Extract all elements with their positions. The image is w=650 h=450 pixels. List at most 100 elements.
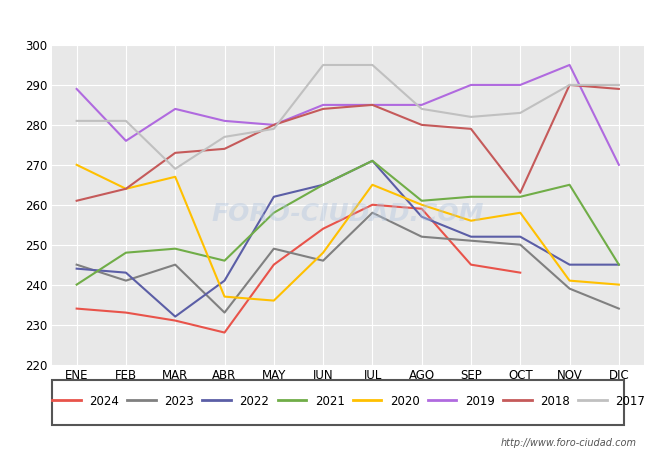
2020 bbox=[172, 174, 179, 180]
2019 bbox=[73, 86, 81, 92]
2022 bbox=[220, 278, 228, 284]
2017 bbox=[172, 166, 179, 171]
2023 bbox=[73, 262, 81, 267]
2018 bbox=[418, 122, 426, 128]
2023 bbox=[467, 238, 475, 243]
2023 bbox=[615, 306, 623, 311]
2018 bbox=[172, 150, 179, 156]
2020 bbox=[122, 186, 130, 192]
2017 bbox=[615, 82, 623, 88]
Text: Afiliados en Caminomorisco a 30/9/2024: Afiliados en Caminomorisco a 30/9/2024 bbox=[142, 11, 508, 29]
2021 bbox=[73, 282, 81, 288]
2018 bbox=[615, 86, 623, 92]
2018 bbox=[220, 146, 228, 152]
Text: FORO-CIUDAD.COM: FORO-CIUDAD.COM bbox=[211, 202, 484, 226]
2017 bbox=[319, 62, 327, 68]
Line: 2019: 2019 bbox=[77, 65, 619, 165]
2019 bbox=[270, 122, 278, 128]
Line: 2021: 2021 bbox=[77, 161, 619, 285]
2023 bbox=[122, 278, 130, 284]
2020 bbox=[566, 278, 573, 284]
2021 bbox=[467, 194, 475, 199]
2024 bbox=[418, 206, 426, 211]
2021 bbox=[122, 250, 130, 256]
2019 bbox=[122, 138, 130, 144]
2020 bbox=[516, 210, 524, 216]
2021 bbox=[319, 182, 327, 188]
2023 bbox=[270, 246, 278, 252]
Text: 2020: 2020 bbox=[390, 395, 420, 408]
Text: 2022: 2022 bbox=[240, 395, 269, 408]
2020 bbox=[270, 298, 278, 303]
2022 bbox=[516, 234, 524, 239]
2024 bbox=[122, 310, 130, 315]
2017 bbox=[270, 126, 278, 131]
2022 bbox=[369, 158, 376, 163]
Text: 2021: 2021 bbox=[315, 395, 344, 408]
2019 bbox=[615, 162, 623, 167]
2021 bbox=[220, 258, 228, 263]
2023 bbox=[418, 234, 426, 239]
2017 bbox=[418, 106, 426, 112]
2024 bbox=[172, 318, 179, 323]
2017 bbox=[220, 134, 228, 140]
2021 bbox=[516, 194, 524, 199]
2017 bbox=[122, 118, 130, 124]
2019 bbox=[418, 102, 426, 108]
2018 bbox=[566, 82, 573, 88]
2018 bbox=[516, 190, 524, 195]
2023 bbox=[566, 286, 573, 291]
2019 bbox=[319, 102, 327, 108]
2023 bbox=[220, 310, 228, 315]
2019 bbox=[369, 102, 376, 108]
2020 bbox=[73, 162, 81, 167]
2022 bbox=[467, 234, 475, 239]
Line: 2024: 2024 bbox=[77, 205, 520, 333]
2022 bbox=[615, 262, 623, 267]
2021 bbox=[172, 246, 179, 252]
2024 bbox=[270, 262, 278, 267]
Line: 2023: 2023 bbox=[77, 213, 619, 313]
Text: 2019: 2019 bbox=[465, 395, 495, 408]
2018 bbox=[467, 126, 475, 131]
2024 bbox=[220, 330, 228, 335]
2019 bbox=[566, 62, 573, 68]
2022 bbox=[319, 182, 327, 188]
2021 bbox=[615, 262, 623, 267]
Line: 2017: 2017 bbox=[77, 65, 619, 169]
2019 bbox=[467, 82, 475, 88]
2023 bbox=[369, 210, 376, 216]
Line: 2022: 2022 bbox=[77, 161, 619, 317]
Text: 2018: 2018 bbox=[540, 395, 570, 408]
2020 bbox=[418, 202, 426, 207]
2018 bbox=[319, 106, 327, 112]
2018 bbox=[122, 186, 130, 192]
2023 bbox=[516, 242, 524, 248]
2021 bbox=[369, 158, 376, 163]
2019 bbox=[516, 82, 524, 88]
2022 bbox=[270, 194, 278, 199]
2017 bbox=[369, 62, 376, 68]
2020 bbox=[220, 294, 228, 299]
Text: 2024: 2024 bbox=[89, 395, 119, 408]
2024 bbox=[319, 226, 327, 231]
2023 bbox=[319, 258, 327, 263]
2023 bbox=[172, 262, 179, 267]
Text: http://www.foro-ciudad.com: http://www.foro-ciudad.com bbox=[501, 438, 637, 448]
2024 bbox=[516, 270, 524, 275]
2024 bbox=[73, 306, 81, 311]
2022 bbox=[73, 266, 81, 271]
FancyBboxPatch shape bbox=[52, 380, 624, 425]
2020 bbox=[467, 218, 475, 224]
2024 bbox=[467, 262, 475, 267]
2019 bbox=[220, 118, 228, 124]
Line: 2018: 2018 bbox=[77, 85, 619, 201]
2017 bbox=[73, 118, 81, 124]
2017 bbox=[467, 114, 475, 120]
2022 bbox=[418, 214, 426, 220]
2020 bbox=[319, 250, 327, 256]
2022 bbox=[172, 314, 179, 319]
2020 bbox=[369, 182, 376, 188]
2018 bbox=[270, 122, 278, 128]
2019 bbox=[172, 106, 179, 112]
